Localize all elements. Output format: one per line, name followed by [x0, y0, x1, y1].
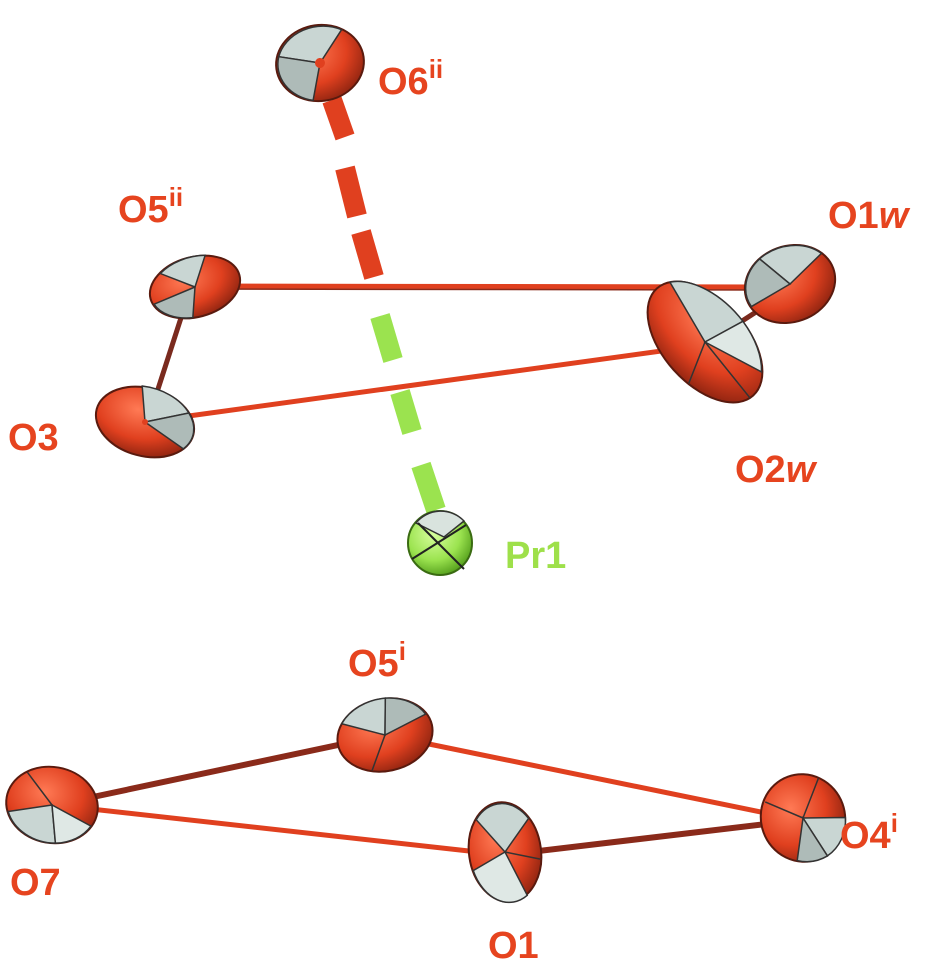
label-o2w: O2w — [735, 449, 818, 491]
bonds — [54, 96, 801, 858]
atom-o1 — [467, 801, 543, 904]
atom-o5-i — [336, 697, 434, 773]
label-o5-ii: O5ii — [118, 182, 183, 231]
label-o7: O7 — [10, 862, 61, 904]
atom-pr1 — [407, 510, 473, 576]
bond-o7-o5i — [54, 732, 386, 808]
label-o1: O1 — [488, 925, 539, 966]
atom-o2w — [646, 280, 764, 404]
pr-o6-contact-orange — [322, 96, 384, 280]
atom-labels: O6ii O5ii O1w O3 O2w Pr1 O5i O7 O1 O4i — [8, 54, 911, 966]
label-o1w: O1w — [828, 195, 911, 237]
label-o4-i: O4i — [840, 808, 898, 857]
pr-o6-contact-green — [370, 313, 446, 514]
atom-o7 — [5, 765, 99, 845]
atom-o6-ii — [275, 23, 365, 103]
label-pr1: Pr1 — [505, 535, 566, 577]
atom-o5-ii — [148, 254, 242, 320]
label-o6-ii: O6ii — [378, 54, 443, 103]
label-o5-i: O5i — [348, 636, 406, 685]
bond-o1-o4i — [504, 817, 801, 858]
atom-o3 — [94, 385, 196, 459]
label-o3: O3 — [8, 417, 59, 459]
bond-o7-o1 — [54, 802, 506, 858]
bond-o5i-o4i — [384, 732, 801, 823]
atom-o4-i — [759, 773, 847, 863]
atoms — [5, 23, 847, 904]
bond-o3-o2w — [144, 342, 706, 425]
atom-o1w — [743, 243, 837, 325]
